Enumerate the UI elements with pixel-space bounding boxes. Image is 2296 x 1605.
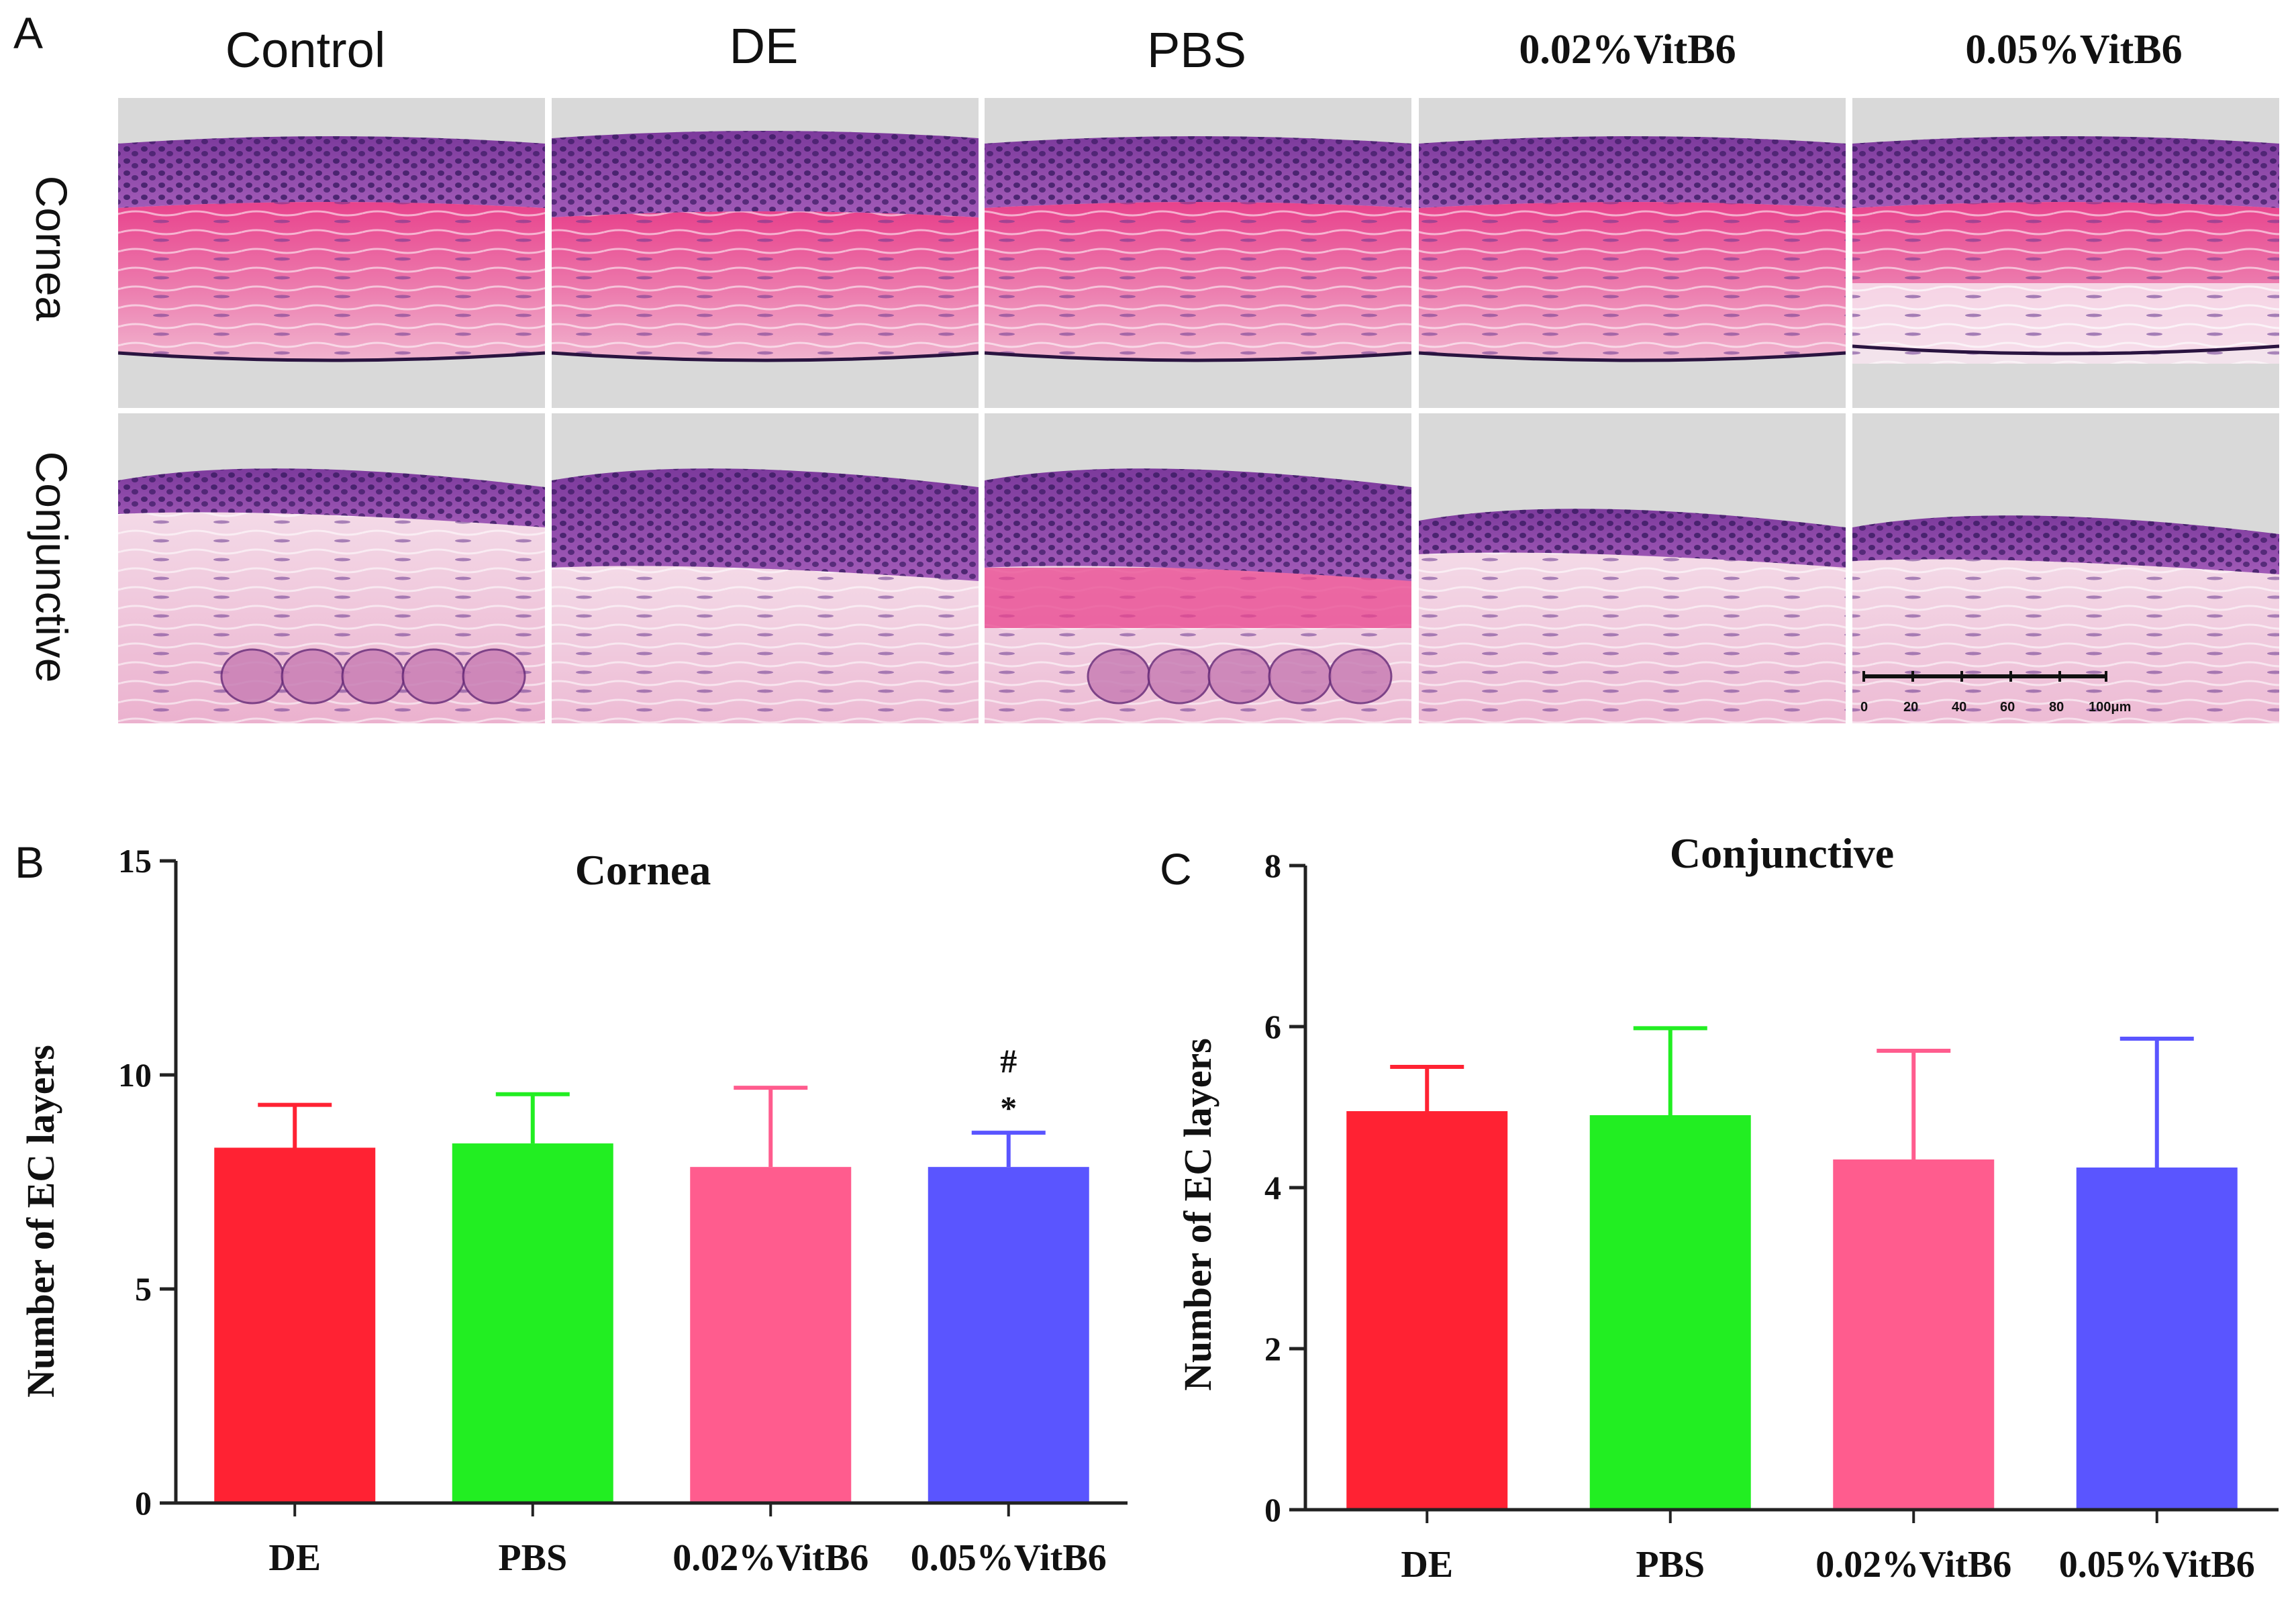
conjunctive-chart-error-bar-0 bbox=[1390, 1065, 1464, 1111]
conjunctive-chart-y-tick-label-1: 2 bbox=[1264, 1330, 1281, 1367]
column-headers: Control DE PBS 0.02%VitB6 0.05%VitB6 bbox=[226, 18, 2183, 78]
cornea-chart-category-label-3: 0.05%VitB6 bbox=[911, 1537, 1107, 1579]
cornea-chart-y-tick-label-0: 0 bbox=[135, 1484, 152, 1522]
cornea-chart-category-label-1: PBS bbox=[498, 1537, 567, 1579]
cornea-chart-bar-2 bbox=[690, 1167, 852, 1503]
cornea-micrograph-pbs bbox=[985, 98, 1411, 408]
cornea-micrograph-control bbox=[118, 98, 545, 408]
conjunctive-chart-category-label-1: PBS bbox=[1636, 1544, 1705, 1586]
cornea-chart-error-bar-0 bbox=[258, 1102, 332, 1148]
scale-tick-20: 20 bbox=[1903, 700, 1918, 715]
conjunctive-chart-error-bar-3 bbox=[2119, 1037, 2194, 1168]
column-header-vitb6-002: 0.02%VitB6 bbox=[1519, 27, 1736, 72]
cornea-chart-bar-3 bbox=[928, 1167, 1089, 1503]
cornea-chart-y-tick-label-2: 10 bbox=[118, 1056, 152, 1094]
conjunctive-chart-category-label-2: 0.02%VitB6 bbox=[1815, 1544, 2011, 1586]
cornea-micrograph-vitb6-005 bbox=[1852, 98, 2279, 408]
column-header-de: DE bbox=[730, 18, 799, 74]
conjunctive-chart-category-label-0: DE bbox=[1401, 1544, 1453, 1586]
scale-tick-60: 60 bbox=[2000, 700, 2015, 715]
conjunctive-micrograph-de bbox=[552, 413, 979, 723]
column-header-vitb6-005: 0.05%VitB6 bbox=[1965, 27, 2182, 72]
conjunctive-chart-y-tick-label-3: 6 bbox=[1264, 1008, 1281, 1045]
conjunctive-chart-title: Conjunctive bbox=[1670, 829, 1894, 877]
conjunctive-chart-error-bar-2 bbox=[1877, 1049, 1951, 1159]
scale-tick-100um: 100μm bbox=[2089, 700, 2131, 715]
conjunctive-micrograph-vitb6-002 bbox=[1419, 413, 1846, 723]
panel-label-b: B bbox=[15, 837, 44, 887]
cornea-chart-category-label-0: DE bbox=[268, 1537, 321, 1579]
conjunctive-micrograph-pbs bbox=[985, 413, 1411, 723]
cornea-chart-title: Cornea bbox=[575, 846, 711, 894]
conjunctive-chart-bar-1 bbox=[1589, 1115, 1751, 1510]
row-label-conjunctive: Conjunctive bbox=[27, 452, 77, 683]
cornea-micrograph-de bbox=[552, 98, 979, 408]
conjunctive-chart-y-axis-label: Number of EC layers bbox=[1176, 1038, 1219, 1391]
cornea-chart-error-bar-1 bbox=[495, 1092, 570, 1144]
row-label-cornea: Cornea bbox=[27, 176, 77, 321]
column-header-pbs: PBS bbox=[1147, 22, 1246, 78]
conjunctive-micrograph-control bbox=[118, 413, 545, 723]
scale-tick-80: 80 bbox=[2049, 700, 2064, 715]
conjunctive-chart-error-bar-1 bbox=[1633, 1026, 1707, 1115]
conjunctive-chart-y-tick-label-0: 0 bbox=[1264, 1491, 1281, 1529]
panel-label-a: A bbox=[13, 8, 43, 58]
cornea-chart-annotation-0-0: * bbox=[1000, 1089, 1017, 1127]
cornea-chart-error-bar-3 bbox=[971, 1131, 1046, 1168]
row-labels: Cornea Conjunctive bbox=[27, 176, 77, 683]
conjunctive-chart-category-label-3: 0.05%VitB6 bbox=[2059, 1544, 2255, 1586]
conjunctive-chart-bar-0 bbox=[1346, 1111, 1508, 1510]
scale-bar: 0 20 40 60 80 100μm bbox=[1860, 671, 2131, 715]
micrograph-grid bbox=[118, 98, 2279, 723]
cornea-chart-bar-0 bbox=[214, 1147, 376, 1503]
scale-tick-40: 40 bbox=[1952, 700, 1966, 715]
cornea-chart-bar-1 bbox=[452, 1143, 613, 1503]
conjunctive-chart-y-tick-label-2: 4 bbox=[1264, 1169, 1281, 1206]
scale-tick-0: 0 bbox=[1860, 700, 1868, 715]
cornea-micrograph-vitb6-002 bbox=[1419, 98, 1846, 408]
panel-label-c: C bbox=[1160, 844, 1192, 894]
cornea-chart-category-label-2: 0.02%VitB6 bbox=[672, 1537, 868, 1579]
chart-cornea: Cornea Number of EC layers DE PBS 0.02%VitB6… bbox=[19, 842, 1128, 1579]
cornea-chart-y-axis-label: Number of EC layers bbox=[19, 1045, 62, 1398]
chart-conjunctive: Conjunctive Number of EC layers DE PBS 0.02%… bbox=[1176, 829, 2279, 1586]
cornea-chart-error-bar-2 bbox=[734, 1086, 808, 1168]
conjunctive-chart-bar-2 bbox=[1833, 1159, 1995, 1510]
conjunctive-chart-bar-3 bbox=[2076, 1168, 2238, 1510]
conjunctive-chart-y-tick-label-4: 8 bbox=[1264, 847, 1281, 884]
column-header-control: Control bbox=[226, 22, 386, 78]
cornea-chart-y-tick-label-1: 5 bbox=[135, 1270, 152, 1308]
cornea-chart-y-tick-label-3: 15 bbox=[118, 842, 152, 880]
conjunctive-micrograph-vitb6-005 bbox=[1852, 413, 2279, 723]
cornea-chart-annotation-0-1: # bbox=[1000, 1042, 1017, 1080]
